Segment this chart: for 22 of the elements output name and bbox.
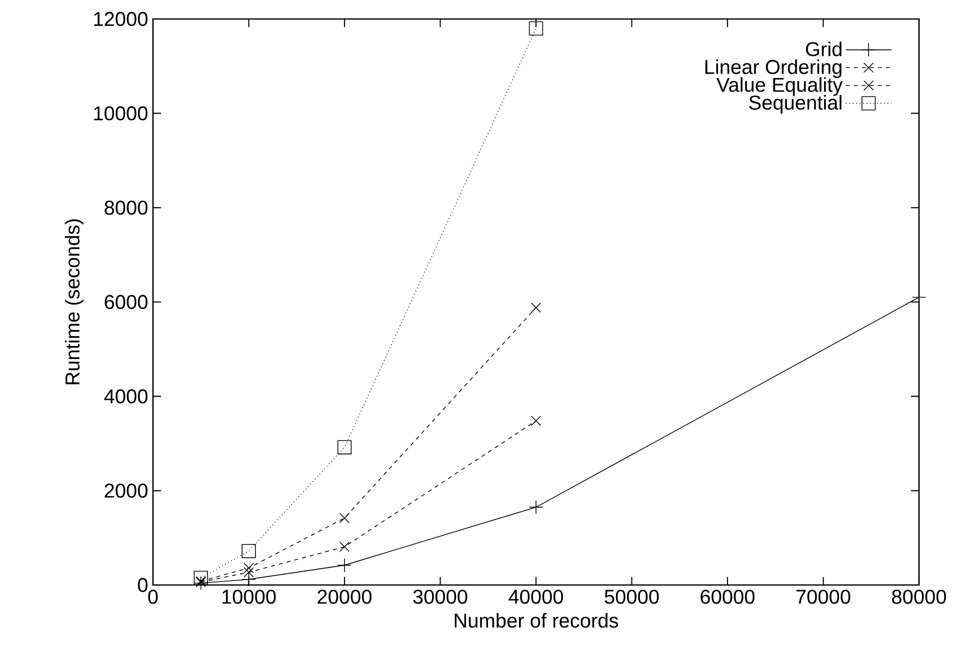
- x-tick-label: 30000: [413, 590, 468, 604]
- y-tick-label: 0: [138, 578, 148, 592]
- legend-label: Sequential: [749, 95, 842, 114]
- legend-label: Value Equality: [716, 77, 843, 96]
- y-axis-title: Runtime (seconds): [64, 219, 84, 384]
- x-tick-label: 50000: [604, 590, 659, 604]
- legend-label: Grid: [806, 42, 842, 56]
- x-tick-label: 70000: [796, 590, 850, 604]
- x-axis-title: Number of records: [454, 613, 618, 628]
- y-tick-label: 12000: [94, 12, 148, 26]
- y-tick-label: 10000: [94, 106, 148, 120]
- x-tick-label: 40000: [508, 590, 564, 604]
- y-tick-label: 2000: [104, 484, 148, 498]
- legend-label: Linear Ordering: [705, 59, 842, 78]
- y-tick-label: 8000: [104, 200, 148, 215]
- x-tick-label: 80000: [892, 590, 946, 604]
- x-tick-label: 0: [148, 590, 158, 604]
- x-tick-label: 60000: [700, 590, 755, 604]
- y-tick-label: 6000: [104, 294, 148, 310]
- x-tick-label: 10000: [222, 590, 276, 604]
- x-tick-label: 20000: [318, 590, 372, 604]
- y-tick-label: 4000: [104, 389, 148, 404]
